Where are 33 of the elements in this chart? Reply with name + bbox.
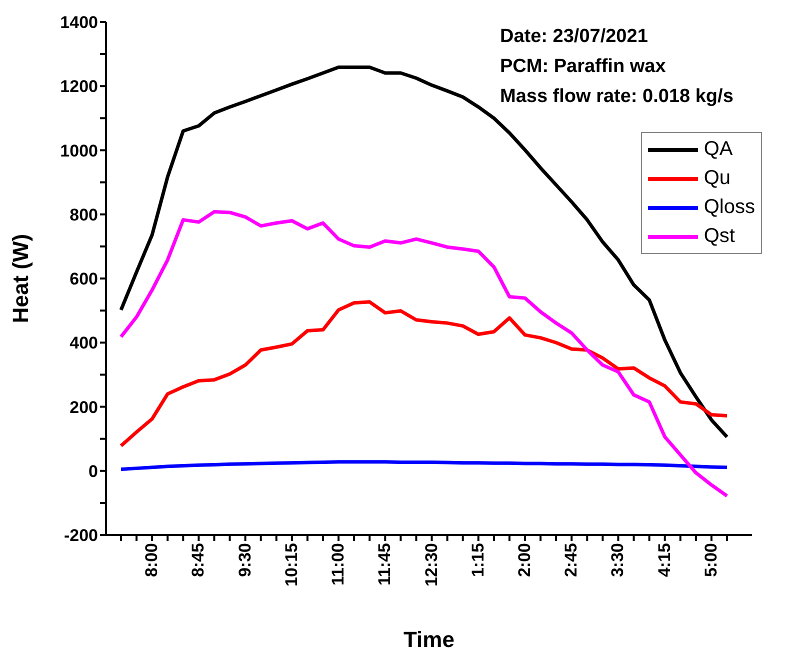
x-tick-label: 12:30 <box>422 543 441 586</box>
y-tick-label: 0 <box>88 462 98 481</box>
x-tick-label: 11:00 <box>328 543 348 586</box>
x-tick-label: 4:15 <box>654 543 674 578</box>
legend-label: QA <box>704 138 733 161</box>
x-tick-label: 10:15 <box>282 543 301 586</box>
x-tick-label: 8:00 <box>142 543 162 578</box>
legend-label: Qloss <box>704 196 755 219</box>
x-tick-label: 2:45 <box>562 543 581 578</box>
annotation: PCM: Paraffin wax <box>500 55 667 79</box>
annotation: Mass flow rate: 0.018 kg/s <box>500 85 734 109</box>
x-tick-label: 1:15 <box>468 543 488 578</box>
y-tick-label: 800 <box>70 205 98 224</box>
y-tick-label: 200 <box>70 398 98 417</box>
y-tick-label: 1000 <box>60 141 98 160</box>
x-tick-label: 11:45 <box>375 543 394 586</box>
x-axis-title: Time <box>404 627 454 652</box>
y-tick-label: 600 <box>70 270 98 289</box>
y-tick-label: 1200 <box>60 77 98 96</box>
legend-label: Qst <box>704 225 735 248</box>
y-tick-label: -200 <box>64 526 98 546</box>
line-series <box>119 460 729 472</box>
line-series <box>119 300 729 448</box>
x-tick-label: 8:45 <box>188 543 208 578</box>
x-tick-label: 5:00 <box>701 543 720 578</box>
y-tick-label: 1400 <box>60 13 98 32</box>
x-tick-label: 3:30 <box>608 543 628 578</box>
y-axis-title: Heat (W) <box>8 234 33 324</box>
y-tick-label: 400 <box>70 334 98 353</box>
x-tick-label: 2:00 <box>515 543 534 578</box>
annotation: Date: 23/07/2021 <box>500 25 649 49</box>
x-tick-label: 9:30 <box>235 543 254 578</box>
legend-label: Qu <box>704 167 731 190</box>
